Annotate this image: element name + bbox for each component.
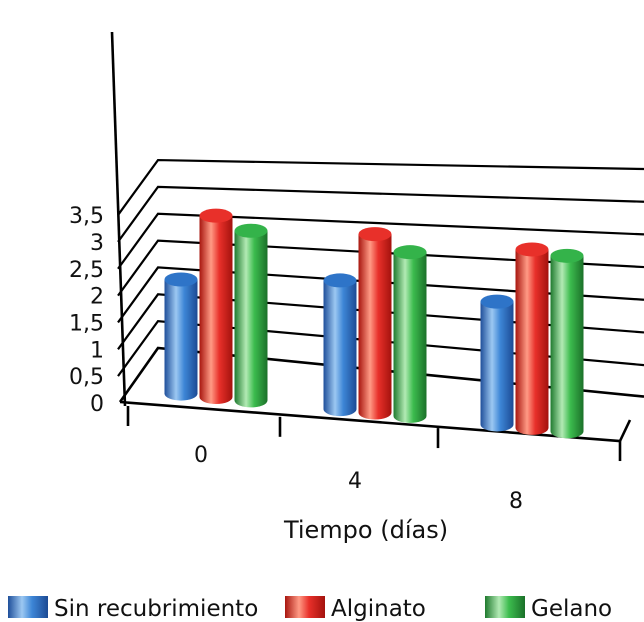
y-tick-labels: 00,511,522,533,5: [69, 204, 104, 417]
bar-top: [550, 248, 584, 263]
legend-swatch: [8, 596, 48, 618]
y-tick-label-7: 3,5: [69, 204, 104, 229]
bar-top: [393, 245, 427, 260]
bar-top: [199, 208, 233, 223]
x-tick-label-1: 4: [348, 469, 362, 494]
bar-0-1: [323, 273, 357, 417]
y-tick-label-0: 0: [90, 392, 104, 417]
y-tick-label-2: 1: [90, 338, 104, 363]
bar-top: [515, 242, 549, 257]
floor-right-edge: [618, 419, 632, 442]
bar-top: [480, 294, 514, 309]
gridline-5: [117, 212, 644, 270]
bar-base: [199, 389, 233, 404]
bar-body: [515, 249, 549, 428]
legend-swatch: [485, 596, 525, 618]
bar-body: [323, 280, 357, 410]
x-tick-label-0: 0: [194, 443, 208, 468]
bar-body: [199, 215, 233, 397]
bar-2-0: [234, 223, 268, 408]
bar-1-0: [199, 208, 233, 404]
legend-item-1: Alginato: [285, 596, 426, 622]
y-tick-label-1: 0,5: [69, 365, 104, 390]
bar-base: [164, 386, 198, 401]
bar-base: [234, 393, 268, 408]
bar-base: [480, 417, 514, 432]
bar-top: [164, 272, 198, 287]
bar-body: [550, 255, 584, 432]
x-axis-label: Tiempo (días): [283, 516, 448, 544]
legend-label: Sin recubrimiento: [54, 596, 258, 622]
bar-base: [515, 420, 549, 435]
bar-2-2: [550, 248, 584, 439]
bar-body: [164, 279, 198, 394]
gridline-3: [117, 266, 644, 324]
legend-swatch: [285, 596, 325, 618]
legend-item-2: Gelano: [485, 596, 612, 622]
gridline-4: [117, 239, 644, 297]
y-tick-label-6: 3: [90, 231, 104, 256]
legend-label: Alginato: [331, 596, 426, 622]
gridlines: [117, 158, 644, 377]
bars: [164, 208, 584, 439]
bar-base: [550, 424, 584, 439]
bar-0-0: [164, 272, 198, 401]
bar-top: [358, 227, 392, 242]
bar-2-1: [393, 245, 427, 423]
x-tick-labels: 0 4 8: [194, 443, 523, 514]
bar-1-1: [358, 227, 392, 420]
y-axis-line: [110, 31, 127, 407]
bar-top: [234, 223, 268, 238]
bar-base: [358, 405, 392, 420]
bar-1-2: [515, 242, 549, 435]
legend-item-0: Sin recubrimiento: [8, 596, 258, 622]
bar-body: [358, 234, 392, 413]
x-tick-label-2: 8: [509, 489, 523, 514]
bar-body: [234, 230, 268, 401]
gridline-7: [117, 158, 644, 216]
bar-0-2: [480, 294, 514, 432]
bar-base: [323, 402, 357, 417]
bar-base: [393, 408, 427, 423]
y-tick-label-3: 1,5: [69, 311, 104, 336]
y-tick-label-5: 2,5: [69, 258, 104, 283]
y-tick-label-4: 2: [90, 285, 104, 310]
legend: Sin recubrimiento Alginato Gelano: [8, 596, 612, 622]
legend-label: Gelano: [531, 596, 612, 622]
bar-body: [393, 252, 427, 416]
bar-body: [480, 301, 514, 425]
bar-top: [323, 273, 357, 288]
gridline-6: [117, 185, 644, 243]
